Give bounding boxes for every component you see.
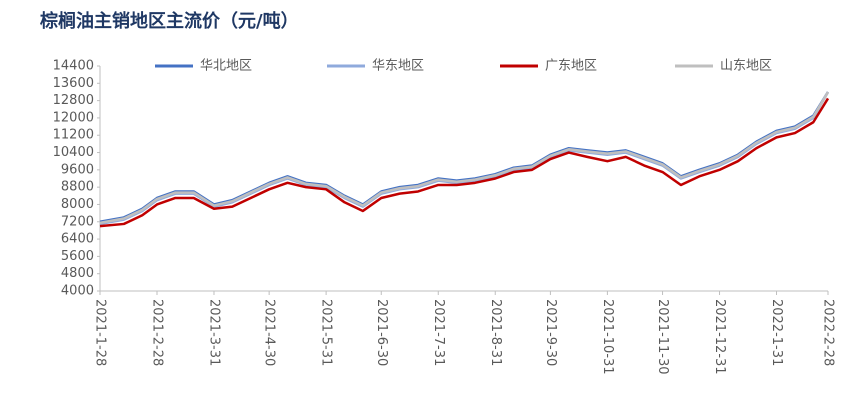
y-tick-label: 8000 (61, 197, 94, 212)
x-tick-label: 2021-2-28 (149, 299, 164, 366)
x-tick-label: 2021-9-30 (543, 299, 558, 366)
x-tick-label: 2021-7-31 (431, 299, 446, 366)
y-tick-label: 12000 (53, 110, 94, 125)
y-tick-label: 9600 (61, 162, 94, 177)
x-tick-label: 2021-1-28 (93, 299, 108, 366)
y-tick-label: 12800 (53, 93, 94, 108)
legend-label: 山东地区 (720, 59, 772, 74)
x-tick-label: 2021-10-31 (600, 299, 615, 375)
x-tick-label: 2021-5-31 (319, 299, 334, 366)
legend-label: 华北地区 (200, 59, 252, 74)
legend-label: 广东地区 (545, 59, 597, 74)
y-tick-label: 8800 (61, 180, 94, 195)
x-tick-label: 2021-12-31 (712, 299, 727, 375)
y-tick-label: 11200 (53, 128, 94, 143)
y-tick-label: 5600 (61, 249, 94, 264)
y-tick-label: 10400 (53, 145, 94, 160)
series-line (99, 91, 830, 225)
y-tick-label: 7200 (61, 214, 94, 229)
x-tick-label: 2021-4-30 (262, 299, 277, 366)
x-tick-label: 2022-2-28 (821, 299, 836, 366)
legend-label: 华东地区 (372, 59, 424, 74)
x-tick-label: 2021-6-30 (374, 299, 389, 366)
y-tick-label: 4000 (61, 284, 94, 299)
x-tick-label: 2022-1-31 (769, 299, 784, 366)
x-tick-label: 2021-11-30 (655, 299, 670, 375)
series-line (99, 97, 830, 228)
y-tick-label: 14400 (53, 59, 94, 74)
x-tick-label: 2021-8-31 (488, 299, 503, 366)
y-tick-label: 13600 (53, 76, 94, 91)
y-tick-label: 6400 (61, 232, 94, 247)
chart-title: 棕榈油主销地区主流价（元/吨） (40, 10, 299, 32)
y-tick-label: 4800 (61, 266, 94, 281)
x-tick-label: 2021-3-31 (206, 299, 221, 366)
series-line (99, 91, 830, 226)
